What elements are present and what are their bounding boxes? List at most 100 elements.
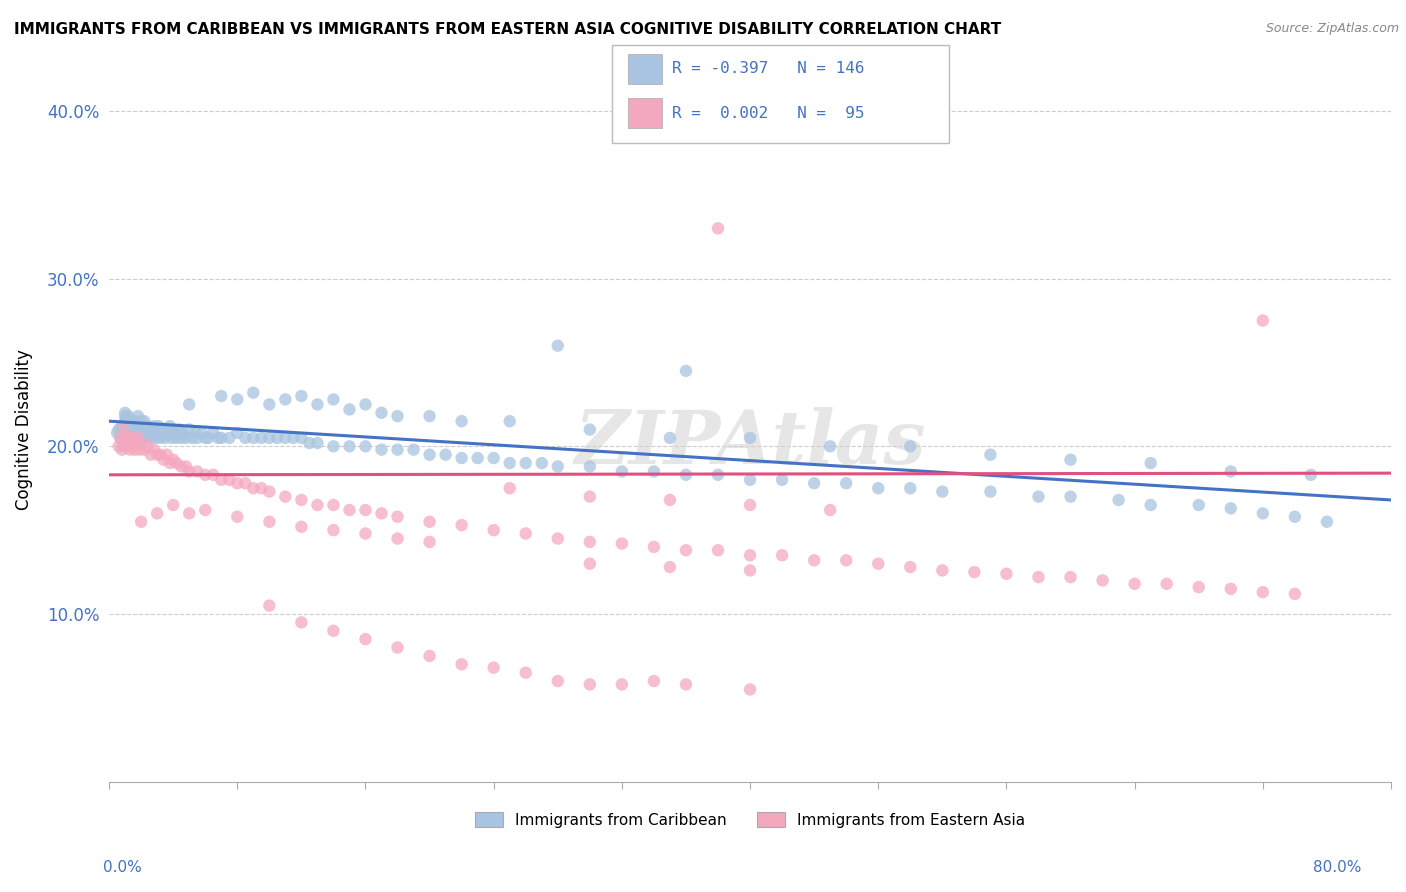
Point <box>931 484 953 499</box>
Point <box>259 397 281 411</box>
Point <box>169 423 191 437</box>
Point <box>129 515 152 529</box>
Point <box>1188 498 1211 512</box>
Point <box>419 448 441 462</box>
Point <box>450 657 472 672</box>
Point <box>162 498 184 512</box>
Point <box>738 549 761 563</box>
Point <box>499 456 522 470</box>
Point <box>370 507 392 521</box>
Point <box>127 431 149 445</box>
Point <box>770 473 793 487</box>
Point <box>191 425 214 440</box>
Point <box>675 467 697 482</box>
Y-axis label: Cognitive Disability: Cognitive Disability <box>15 349 32 510</box>
Point <box>290 389 312 403</box>
Point <box>148 419 170 434</box>
Point <box>146 448 169 462</box>
Point <box>112 439 135 453</box>
Point <box>233 431 256 445</box>
Point <box>307 397 329 411</box>
Point <box>250 481 273 495</box>
Point <box>738 473 761 487</box>
Point <box>387 532 409 546</box>
Point <box>675 543 697 558</box>
Point <box>172 425 194 440</box>
Text: R = -0.397   N = 146: R = -0.397 N = 146 <box>672 62 865 76</box>
Point <box>898 481 921 495</box>
Point <box>114 406 136 420</box>
Point <box>387 442 409 457</box>
Point <box>186 431 208 445</box>
Point <box>643 674 665 689</box>
Point <box>354 397 377 411</box>
Point <box>707 543 730 558</box>
Point <box>122 431 145 445</box>
Point <box>322 624 344 638</box>
Point <box>150 423 173 437</box>
Point <box>111 442 134 457</box>
Point <box>118 423 141 437</box>
Point <box>152 425 174 440</box>
Point <box>1091 574 1114 588</box>
Point <box>1156 576 1178 591</box>
Point <box>259 431 281 445</box>
Point <box>803 553 825 567</box>
Point <box>170 459 193 474</box>
Point <box>209 431 232 445</box>
Point <box>145 431 167 445</box>
Point <box>184 425 207 440</box>
Point <box>112 423 135 437</box>
Point <box>125 423 148 437</box>
Point <box>290 615 312 630</box>
Point <box>298 436 321 450</box>
Point <box>803 476 825 491</box>
Point <box>107 439 129 453</box>
Point <box>515 456 537 470</box>
Point <box>181 431 204 445</box>
Point <box>450 414 472 428</box>
Point <box>202 425 225 440</box>
Point <box>610 677 633 691</box>
Point <box>835 553 858 567</box>
Point <box>307 436 329 450</box>
Point <box>738 563 761 577</box>
Point <box>115 412 138 426</box>
Point <box>354 503 377 517</box>
Point <box>197 431 219 445</box>
Point <box>117 409 139 424</box>
Point <box>127 416 149 430</box>
Text: R =  0.002   N =  95: R = 0.002 N = 95 <box>672 106 865 120</box>
Point <box>242 481 264 495</box>
Point <box>1284 509 1306 524</box>
Point <box>114 414 136 428</box>
Point <box>738 682 761 697</box>
Point <box>226 509 249 524</box>
Point <box>290 520 312 534</box>
Point <box>218 473 240 487</box>
Point <box>354 526 377 541</box>
Point <box>835 476 858 491</box>
Point <box>174 431 197 445</box>
Point <box>322 498 344 512</box>
Point <box>1219 582 1241 596</box>
Point <box>122 419 145 434</box>
Point <box>179 423 201 437</box>
Point <box>165 456 187 470</box>
Point <box>118 442 141 457</box>
Point <box>125 439 148 453</box>
Point <box>115 425 138 440</box>
Point <box>547 532 569 546</box>
Point <box>290 431 312 445</box>
Point <box>127 423 149 437</box>
Point <box>209 389 232 403</box>
Point <box>675 677 697 691</box>
Point <box>162 425 184 440</box>
Point <box>499 481 522 495</box>
Point <box>207 431 229 445</box>
Point <box>818 503 841 517</box>
Point <box>579 423 602 437</box>
Point <box>143 423 166 437</box>
Point <box>1108 493 1130 508</box>
Point <box>450 518 472 533</box>
